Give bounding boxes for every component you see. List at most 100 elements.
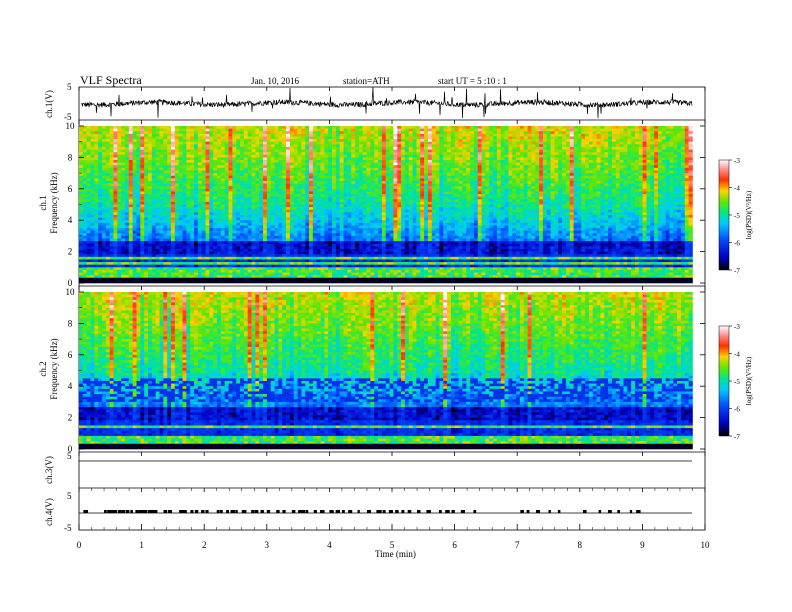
ch2-colorbar-label: log(PSD)(V²/Hz) [745, 356, 753, 405]
ch4-pulse [417, 510, 421, 513]
y-tick-label: 10 [66, 121, 76, 131]
ch4-pulse [460, 510, 465, 513]
colorbar-tick-label: -3 [734, 323, 740, 331]
ch3-ytick-5: 5 [67, 451, 72, 461]
y-tick-label: 0 [68, 278, 73, 288]
ch4-pulse [366, 510, 371, 513]
ch4-pulse [395, 510, 399, 513]
ch4-pulse [329, 510, 334, 513]
ch1-ytick-5: 5 [67, 82, 72, 92]
ch4-pulse [313, 510, 317, 513]
ch4-pulse [382, 510, 386, 513]
x-tick-label: 5 [390, 540, 395, 550]
colorbar-tick-label: -6 [734, 406, 740, 414]
x-tick-label: 10 [701, 540, 711, 550]
ch4-pulse [142, 510, 148, 513]
ch4-pulse [117, 510, 122, 513]
ch1-spec-ylabel-freq: Frequency (kHz) [49, 172, 59, 233]
ch4-pulse [121, 510, 126, 513]
ch4-pulse [445, 510, 450, 513]
colorbar-tick-label: -7 [734, 433, 740, 441]
station-label: station=ATH [343, 76, 390, 86]
ch4-pulse [130, 510, 133, 513]
ch4-pulse [260, 510, 264, 513]
ch4-pulse [205, 510, 209, 513]
ch4-pulse [598, 510, 602, 513]
start-time-label: start UT = 5 :10 : 1 [438, 76, 507, 86]
ch4-pulse [298, 510, 303, 513]
colorbar-tick-label: -4 [734, 185, 740, 193]
ch4-ytick-5: 5 [67, 491, 72, 501]
ch4-pulse [607, 510, 612, 513]
ch4-pulse [104, 510, 107, 513]
y-tick-label: 2 [68, 413, 73, 423]
ch4-pulse [357, 510, 360, 513]
ch4-pulse [194, 510, 199, 513]
ch4-pulse [135, 510, 139, 513]
y-tick-label: 10 [66, 287, 76, 297]
ch4-pulse [150, 510, 155, 513]
ch4-pulse [301, 510, 306, 513]
colorbar-tick-label: -7 [734, 267, 740, 275]
y-tick-label: 6 [68, 350, 73, 360]
y-tick-label: 6 [68, 184, 73, 194]
ch4-pulse [216, 510, 220, 513]
ch4-pulse [147, 510, 152, 513]
x-axis-label: Time (min) [375, 549, 416, 559]
ch4-pulse [401, 510, 405, 513]
ch4-pulse [113, 510, 118, 513]
x-tick-label: 3 [265, 540, 270, 550]
y-tick-label: 0 [68, 444, 73, 454]
ch4-ytick-neg5: -5 [64, 523, 72, 533]
ch4-pulse [182, 510, 187, 513]
ch4-pulse [291, 510, 296, 513]
ch4-pulse [520, 510, 524, 513]
ch4-pulse [110, 510, 115, 513]
ch4-waveform-panel: 5 -5 ch.4(V) [44, 491, 692, 533]
ch4-pulse [107, 510, 111, 513]
ch2-colorbar [718, 325, 730, 437]
ch4-pulse [230, 510, 236, 513]
x-tick-label: 7 [515, 540, 520, 550]
ch4-pulse [154, 510, 158, 513]
ch4-pulse [348, 510, 353, 513]
chart-title: VLF Spectra [80, 73, 142, 87]
ch4-pulse [241, 510, 247, 513]
ch4-pulse [379, 510, 382, 513]
ch1-colorbar [718, 159, 730, 271]
y-tick-label: 4 [68, 215, 73, 225]
ch4-pulse [376, 510, 380, 513]
ch4-pulse [426, 510, 431, 513]
x-tick-label: 1 [139, 540, 144, 550]
ch4-pulse [167, 510, 173, 513]
ch4-pulse [190, 510, 194, 513]
ch4-pulse [266, 510, 271, 513]
ch4-pulse [320, 510, 325, 513]
ch4-pulse [83, 510, 89, 513]
ch4-pulse [526, 510, 530, 513]
ch4-pulse [582, 510, 587, 513]
ch4-pulse [179, 510, 183, 513]
ch3-ylabel: ch.3(V) [44, 456, 54, 484]
ch4-pulse [438, 510, 442, 513]
ch2-spec-ylabel-ch: ch.2 [38, 361, 48, 376]
ch4-pulse [548, 510, 551, 513]
y-tick-label: 8 [68, 152, 73, 162]
ch4-pulse [282, 510, 286, 513]
ch4-pulse [451, 510, 455, 513]
colorbar-tick-label: -6 [734, 240, 740, 248]
ch2-spectrogram [79, 292, 693, 450]
ch4-pulse [535, 510, 540, 513]
x-tick-label: 8 [578, 540, 583, 550]
ch4-ylabel: ch.4(V) [44, 498, 54, 526]
y-tick-label: 4 [68, 381, 73, 391]
ch2-spec-ylabel-freq: Frequency (kHz) [49, 338, 59, 399]
ch4-pulse [557, 510, 561, 513]
ch4-pulse [341, 510, 345, 513]
ch4-pulse [473, 510, 477, 513]
colorbar-tick-label: -4 [734, 351, 740, 359]
ch1-waveform-panel: 5 -5 ch.1(V) [44, 82, 693, 122]
